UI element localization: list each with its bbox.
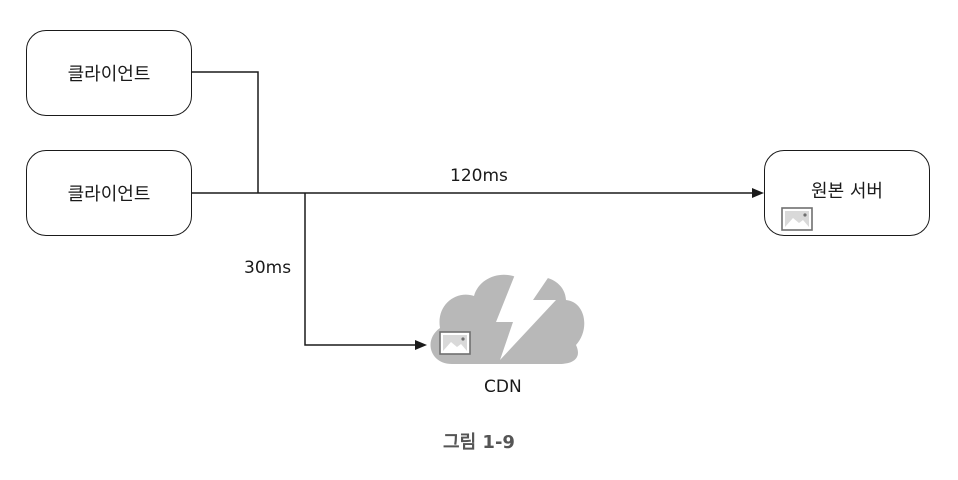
lightning-icon	[496, 272, 556, 360]
cdn-label: CDN	[484, 377, 522, 397]
arrowhead-origin	[752, 188, 764, 198]
origin-server-node: 원본 서버	[764, 150, 930, 236]
edge-client-top	[192, 71, 259, 193]
origin-latency-label: 120ms	[450, 166, 508, 186]
edge-to-cdn	[304, 193, 417, 346]
client-label: 클라이언트	[67, 64, 151, 85]
client-label: 클라이언트	[67, 184, 151, 205]
image-icon	[781, 207, 813, 231]
image-icon	[439, 331, 471, 355]
client-node-top: 클라이언트	[26, 30, 192, 116]
origin-server-label: 원본 서버	[811, 181, 883, 202]
arrowhead-cdn	[415, 340, 427, 350]
client-node-bottom: 클라이언트	[26, 150, 192, 236]
cdn-latency-label: 30ms	[244, 258, 292, 278]
figure-caption: 그림 1-9	[443, 432, 515, 453]
cdn-cloud-icon	[430, 272, 585, 364]
